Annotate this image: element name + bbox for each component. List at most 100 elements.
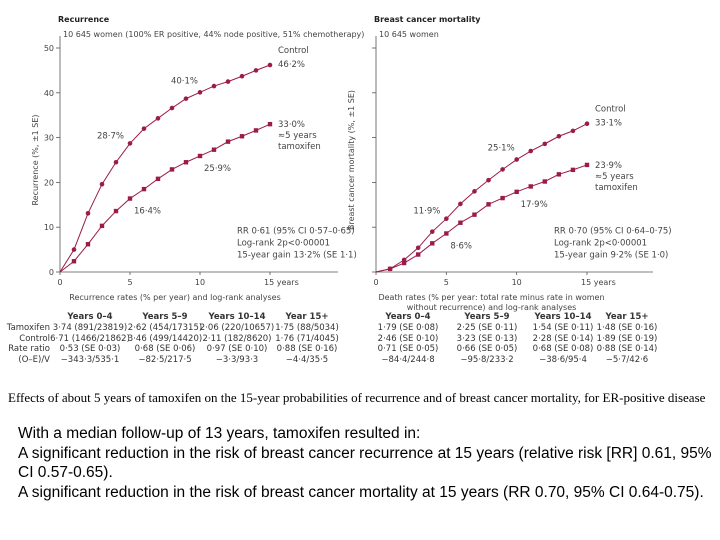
table-cell: 1·54 (SE 0·11): [532, 323, 594, 333]
control-point: [500, 167, 505, 172]
table-cell: 3·74 (891/23819): [52, 323, 128, 333]
summary-line: With a median follow-up of 13 years, tam…: [18, 425, 421, 442]
tamoxifen-point: [169, 167, 175, 172]
table-cell: 1·79 (SE 0·08): [377, 323, 439, 333]
table-cell: 2·11 (182/8620): [202, 333, 272, 344]
control-point: [253, 68, 259, 73]
table-cell: 0·53 (SE 0·03): [59, 344, 121, 354]
chart-title: Breast cancer mortality: [374, 15, 481, 24]
table-cell: −5·7/42·6: [605, 354, 649, 365]
y-axis-label: Recurrence (%, ±1 SE): [31, 114, 40, 205]
y-tick-label: 20: [44, 178, 54, 187]
control-point: [85, 211, 91, 216]
tamoxifen-point: [155, 176, 161, 182]
table-cell: 1·75 (88/5034): [275, 323, 339, 333]
table-cell: 2·06 (220/10657): [199, 323, 275, 333]
control-point: [267, 62, 273, 68]
control-point: [239, 73, 245, 79]
table-cell: 0·68 (SE 0·08): [532, 344, 594, 354]
tamoxifen-point: [500, 195, 505, 201]
control-point: [458, 201, 463, 207]
series-line-control: [59, 64, 271, 273]
control-point: [570, 128, 576, 134]
tamoxifen-point: [253, 128, 259, 133]
statistics-line: Log-rank 2p<0·00001: [554, 238, 647, 248]
table-cell: 1·76 (71/4045): [275, 333, 339, 344]
tamoxifen-point: [99, 223, 105, 229]
tamoxifen-point: [211, 147, 217, 152]
series-line-tamoxifen: [375, 164, 588, 273]
tamoxifen-point: [570, 167, 576, 173]
table-cell: −343·3/535·1: [60, 354, 120, 365]
table-header: Years 5–9: [142, 312, 188, 322]
control-point: [486, 177, 491, 183]
control-point: [155, 116, 161, 121]
tamoxifen-point: [556, 172, 562, 177]
tamoxifen-end-value: 23·9%: [595, 161, 622, 171]
statistics-line: RR 0·61 (95% CI 0·57–0·65): [237, 226, 355, 236]
table-cell: 3·23 (SE 0·13): [456, 333, 518, 344]
table-cell: 6·71 (1466/21862): [50, 333, 130, 344]
row-label: Rate ratio: [8, 344, 50, 354]
tamoxifen-label: tamoxifen: [278, 142, 321, 152]
chart-subtitle: 10 645 women: [379, 30, 439, 39]
table-cell: 1·48 (SE 0·16): [596, 323, 658, 333]
statistics-line: RR 0·70 (95% CI 0·64–0·75): [554, 226, 672, 236]
x-tick-label: 15 years: [581, 278, 616, 287]
table-cell: −4·4/35·5: [285, 354, 329, 365]
table-cell: 2·46 (SE 0·10): [377, 333, 439, 344]
tamoxifen-point: [401, 260, 407, 266]
x-axis-label: Death rates (% per year: total rate minu…: [378, 293, 604, 302]
tamoxifen-point: [486, 202, 491, 207]
series-line-tamoxifen: [59, 123, 271, 273]
tamoxifen-point: [528, 184, 533, 189]
table-cell: 0·71 (SE 0·05): [377, 344, 439, 354]
tamoxifen-point: [113, 208, 119, 214]
table-cell: 1·89 (SE 0·19): [596, 333, 658, 344]
y-axis-label: Breast cancer mortality (%, ±1 SE): [347, 90, 356, 230]
tamoxifen-5yr-value: 8·6%: [450, 241, 472, 251]
control-point: [429, 229, 435, 234]
summary-text: With a median follow-up of 13 years, tam…: [18, 424, 718, 502]
tamoxifen-point: [514, 189, 519, 195]
summary-line: A significant reduction in the risk of b…: [18, 444, 712, 482]
tamoxifen-point: [225, 139, 231, 144]
x-axis-label: without recurrence) and log-rank analyse…: [407, 303, 577, 312]
control-point: [99, 181, 105, 187]
control-point: [556, 133, 562, 139]
control-point: [141, 126, 147, 131]
x-tick-label: 0: [373, 278, 378, 287]
tamoxifen-point: [444, 231, 449, 236]
table-header: Years 0–4: [67, 312, 113, 322]
tamoxifen-point: [267, 121, 273, 127]
control-label: Control: [595, 105, 626, 115]
tamoxifen-point: [387, 266, 393, 272]
y-tick-label: 40: [44, 89, 54, 98]
tamoxifen-point: [141, 186, 147, 192]
table-cell: 2·28 (SE 0·14): [532, 333, 594, 344]
x-tick-label: 10: [195, 278, 205, 287]
row-label: Control: [19, 333, 50, 344]
statistics-line: 15-year gain 9·2% (SE 1·0): [554, 250, 668, 260]
y-tick-label: 0: [49, 268, 54, 277]
table-cell: −95·8/233·2: [460, 354, 514, 365]
table-header: Year 15+: [285, 312, 329, 322]
tamoxifen-point: [542, 179, 547, 184]
tamoxifen-point: [239, 134, 245, 139]
figure-caption: Effects of about 5 years of tamoxifen on…: [8, 390, 706, 405]
table-cell: −84·4/244·8: [381, 354, 435, 365]
y-tick-label: 10: [44, 223, 54, 232]
tamoxifen-point: [416, 252, 421, 257]
table-header: Years 0–4: [385, 312, 431, 322]
control-point: [211, 83, 217, 89]
series-line-control: [375, 123, 588, 273]
control-point: [542, 141, 548, 147]
x-tick-label: 15 years: [264, 278, 299, 287]
control-point: [127, 141, 133, 146]
table-cell: −38·6/95·4: [539, 354, 587, 365]
x-axis-label: Recurrence rates (% per year) and log-ra…: [69, 293, 280, 302]
tamoxifen-point: [183, 160, 189, 165]
control-point: [71, 247, 77, 252]
